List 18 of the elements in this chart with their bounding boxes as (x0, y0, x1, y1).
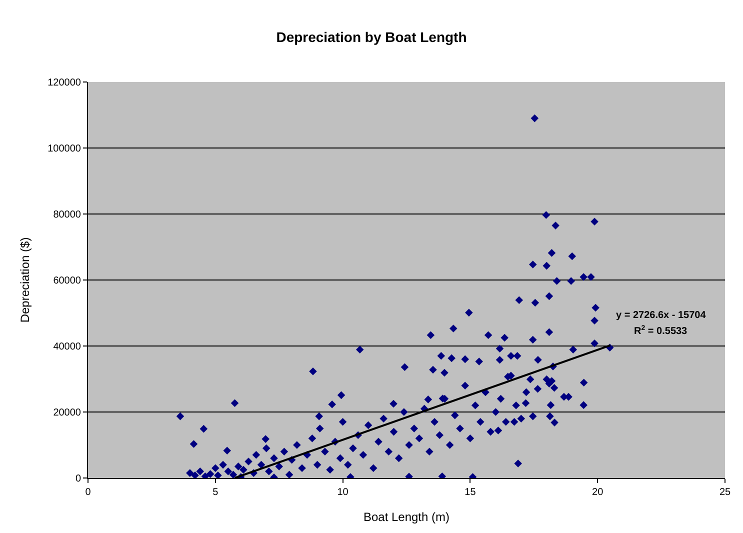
y-tick-label: 80000 (53, 210, 82, 220)
x-tick-label: 0 (85, 487, 92, 498)
annotation: y = 2726.6x - 15704 (616, 310, 706, 321)
x-tick-label: 20 (592, 487, 604, 498)
x-axis-title: Boat Length (m) (363, 510, 450, 524)
chart-title: Depreciation by Boat Length (276, 28, 467, 45)
y-axis-title: Depreciation ($) (18, 237, 32, 323)
y-tick-label: 120000 (48, 78, 82, 88)
y-tick-label: 0 (75, 474, 82, 484)
annotation: R$^{2}$ = 0.5533 (634, 325, 688, 338)
x-tick-label: 10 (337, 487, 349, 498)
x-tick-label: 5 (212, 487, 219, 498)
x-tick-label: 15 (464, 487, 476, 498)
y-tick-label: 40000 (53, 342, 82, 352)
y-tick-label: 20000 (53, 408, 82, 418)
x-tick-label: 25 (719, 487, 731, 498)
y-tick-label: 100000 (48, 144, 82, 154)
y-tick-label: 60000 (53, 276, 82, 286)
